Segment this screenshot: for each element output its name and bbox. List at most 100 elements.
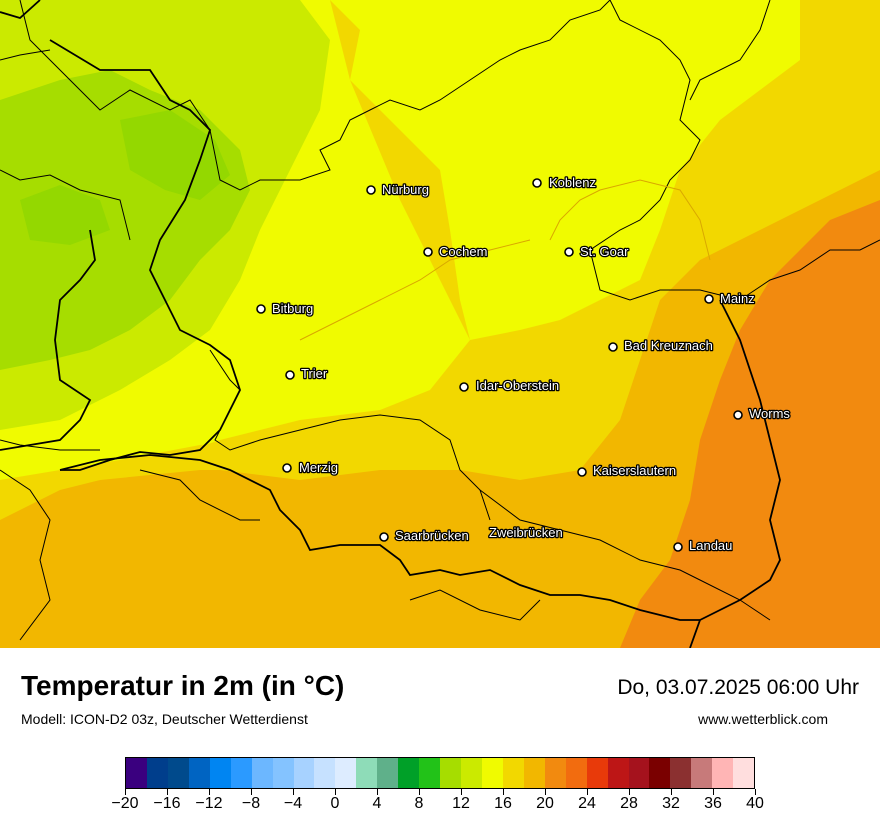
color-legend xyxy=(125,757,755,789)
legend-tick xyxy=(712,789,714,795)
legend-tick xyxy=(544,789,546,795)
legend-swatch xyxy=(377,758,399,788)
legend-tick-label: −20 xyxy=(111,795,139,812)
city-label: Worms xyxy=(749,406,790,421)
legend-tick xyxy=(334,789,336,795)
legend-ticks: −20 −16 −12 −8 −4 0 4 8 12 16 20 24 28 32 36 40 xyxy=(0,789,880,819)
city-dot xyxy=(459,382,469,392)
legend-tick xyxy=(124,789,126,795)
model-source: Modell: ICON-D2 03z, Deutscher Wetterdie… xyxy=(21,711,308,727)
city-dot xyxy=(704,294,714,304)
legend-tick-label: 40 xyxy=(746,795,764,812)
city-dot xyxy=(256,304,266,314)
legend-swatch xyxy=(251,758,273,788)
legend-tick xyxy=(292,789,294,795)
legend-swatch xyxy=(733,758,755,788)
city-label: Merzig xyxy=(299,460,338,475)
country-borders xyxy=(0,0,781,648)
temperature-map: Nürburg Koblenz Cochem St. Goar Bitburg … xyxy=(0,0,880,648)
legend-swatch xyxy=(670,758,692,788)
website-link[interactable]: www.wetterblick.com xyxy=(698,711,828,727)
city-dot xyxy=(577,467,587,477)
legend-tick-label: 36 xyxy=(704,795,722,812)
legend-swatch xyxy=(544,758,566,788)
city-idar-oberstein: Idar-Oberstein xyxy=(459,377,560,394)
state-borders xyxy=(0,0,880,641)
city-label: Landau xyxy=(689,538,732,553)
city-dot xyxy=(608,342,618,352)
legend-swatch xyxy=(440,758,461,788)
legend-tick-label: 24 xyxy=(578,795,596,812)
city-dot xyxy=(733,410,743,420)
legend-swatch xyxy=(607,758,629,788)
city-kaiserslautern: Kaiserslautern xyxy=(577,462,677,479)
map-footer: Temperatur in 2m (in °C) Modell: ICON-D2… xyxy=(0,648,880,830)
city-label: Saarbrücken xyxy=(395,528,469,543)
legend-swatch xyxy=(209,758,231,788)
forecast-datetime: Do, 03.07.2025 06:00 Uhr xyxy=(617,676,859,699)
city-label: Bad Kreuznach xyxy=(624,338,713,353)
city-dot xyxy=(379,532,389,542)
legend-tick-label: −16 xyxy=(153,795,181,812)
legend-swatch xyxy=(565,758,587,788)
legend-swatch xyxy=(712,758,734,788)
temperature-zone-orange-light xyxy=(0,170,880,648)
legend-swatch xyxy=(461,758,482,788)
legend-tick xyxy=(754,789,756,795)
legend-swatch xyxy=(502,758,524,788)
legend-tick xyxy=(628,789,630,795)
city-label: Zweibrücken xyxy=(489,525,563,540)
legend-tick xyxy=(460,789,462,795)
city-label: Nürburg xyxy=(382,182,429,197)
city-label: Mainz xyxy=(720,291,755,306)
city-label: Trier xyxy=(301,366,328,381)
legend-tick-label: −12 xyxy=(195,795,223,812)
city-worms: Worms xyxy=(733,405,792,422)
city-trier: Trier xyxy=(285,365,329,382)
legend-swatch xyxy=(586,758,608,788)
legend-swatch xyxy=(691,758,713,788)
map-title: Temperatur in 2m (in °C) xyxy=(21,670,345,701)
city-dot xyxy=(423,247,433,257)
legend-swatch xyxy=(293,758,315,788)
legend-tick-label: 4 xyxy=(372,795,382,812)
legend-tick-label: 12 xyxy=(452,795,470,812)
legend-swatch xyxy=(146,758,168,788)
city-label: Koblenz xyxy=(549,175,596,190)
legend-swatch xyxy=(649,758,671,788)
legend-swatch xyxy=(419,758,441,788)
legend-tick-label: −4 xyxy=(283,795,303,812)
city-dot xyxy=(532,178,542,188)
city-markers: Nürburg Koblenz Cochem St. Goar Bitburg … xyxy=(256,174,792,554)
legend-tick-label: 16 xyxy=(494,795,512,812)
legend-tick xyxy=(586,789,588,795)
city-dot xyxy=(285,370,295,380)
legend-tick xyxy=(208,789,210,795)
legend-tick xyxy=(166,789,168,795)
city-bitburg: Bitburg xyxy=(256,300,315,317)
legend-tick-label: 8 xyxy=(414,795,424,812)
city-merzig: Merzig xyxy=(282,459,339,476)
temperature-zone-yellow xyxy=(0,0,880,340)
city-cochem: Cochem xyxy=(423,243,489,260)
city-dot xyxy=(366,185,376,195)
legend-swatch xyxy=(356,758,378,788)
city-dot xyxy=(282,463,292,473)
legend-swatch xyxy=(628,758,650,788)
city-saarbrucken: Saarbrücken xyxy=(379,527,470,544)
city-label: Bitburg xyxy=(272,301,313,316)
legend-swatch xyxy=(398,758,420,788)
map-canvas: Nürburg Koblenz Cochem St. Goar Bitburg … xyxy=(0,0,880,648)
legend-tick xyxy=(418,789,420,795)
city-koblenz: Koblenz xyxy=(532,174,597,191)
city-st-goar: St. Goar xyxy=(564,243,630,260)
city-zweibrucken: Zweibrücken xyxy=(488,524,564,542)
temperature-zone-orange xyxy=(620,200,880,648)
legend-tick xyxy=(670,789,672,795)
temperature-zone-green-dark xyxy=(20,110,230,245)
legend-tick-label: 0 xyxy=(330,795,340,812)
temperature-zone-gold xyxy=(0,300,640,500)
legend-tick-label: 20 xyxy=(536,795,554,812)
city-mainz: Mainz xyxy=(704,290,756,307)
legend-swatch xyxy=(314,758,336,788)
